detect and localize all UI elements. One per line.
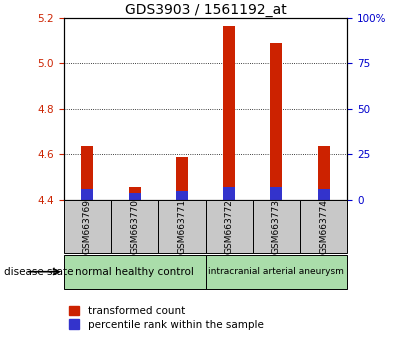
Text: GSM663769: GSM663769 [83,199,92,254]
Bar [223,187,235,200]
Bar [81,189,93,200]
Bar [300,200,347,253]
Bar [223,26,235,200]
Bar [270,187,282,200]
Text: GSM663770: GSM663770 [130,199,139,254]
Bar [270,43,282,200]
Text: intracranial arterial aneurysm: intracranial arterial aneurysm [208,267,344,276]
Text: normal healthy control: normal healthy control [75,267,194,277]
Text: disease state: disease state [4,267,74,277]
Bar [318,147,330,200]
Bar [206,255,347,289]
Text: GSM663771: GSM663771 [178,199,186,254]
Bar [176,191,188,200]
Bar [176,157,188,200]
Bar [129,193,141,200]
Bar [81,147,93,200]
Bar [158,200,206,253]
Bar [253,200,300,253]
Bar [129,188,141,200]
Bar [206,200,253,253]
Legend: transformed count, percentile rank within the sample: transformed count, percentile rank withi… [69,306,263,330]
Title: GDS3903 / 1561192_at: GDS3903 / 1561192_at [125,3,286,17]
Bar [64,200,111,253]
Text: GSM663774: GSM663774 [319,199,328,254]
Text: GSM663772: GSM663772 [225,199,233,254]
Text: GSM663773: GSM663773 [272,199,281,254]
Bar [64,255,206,289]
Bar [318,189,330,200]
Bar [111,200,158,253]
